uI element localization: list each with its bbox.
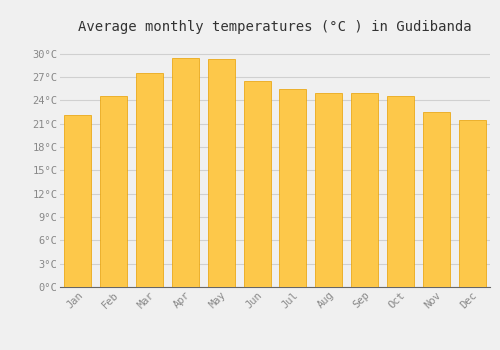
Bar xyxy=(100,97,127,287)
Bar xyxy=(208,59,234,287)
Bar xyxy=(172,57,199,287)
Bar xyxy=(244,81,270,287)
Bar xyxy=(64,115,92,287)
Bar xyxy=(458,120,485,287)
Bar xyxy=(316,92,342,287)
Bar xyxy=(387,97,414,287)
Title: Average monthly temperatures (°C ) in Gudibanda: Average monthly temperatures (°C ) in Gu… xyxy=(78,20,472,34)
Bar xyxy=(136,73,163,287)
Bar xyxy=(280,89,306,287)
Bar xyxy=(423,112,450,287)
Bar xyxy=(351,92,378,287)
